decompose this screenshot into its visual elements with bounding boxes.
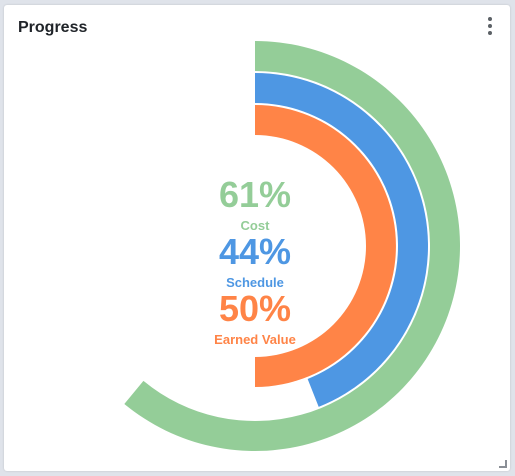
percent-value-schedule: 44% (219, 231, 291, 272)
series-label-cost: Cost (241, 218, 271, 233)
percent-value-cost: 61% (219, 174, 291, 215)
percent-value-earned-value: 50% (219, 288, 291, 329)
resize-handle-icon[interactable] (499, 460, 507, 468)
series-label-schedule: Schedule (226, 275, 284, 290)
progress-card: Progress 61% Cost 44% Schedule 50% Earned Val… (4, 5, 510, 471)
progress-arc-schedule[interactable] (255, 73, 428, 407)
card-title: Progress (18, 19, 88, 36)
progress-arc-earned-value[interactable] (255, 105, 396, 387)
series-label-earned-value: Earned Value (214, 332, 296, 347)
more-menu-icon[interactable] (480, 15, 500, 37)
progress-arc-cost[interactable] (124, 41, 461, 451)
card-header: Progress (4, 5, 510, 53)
